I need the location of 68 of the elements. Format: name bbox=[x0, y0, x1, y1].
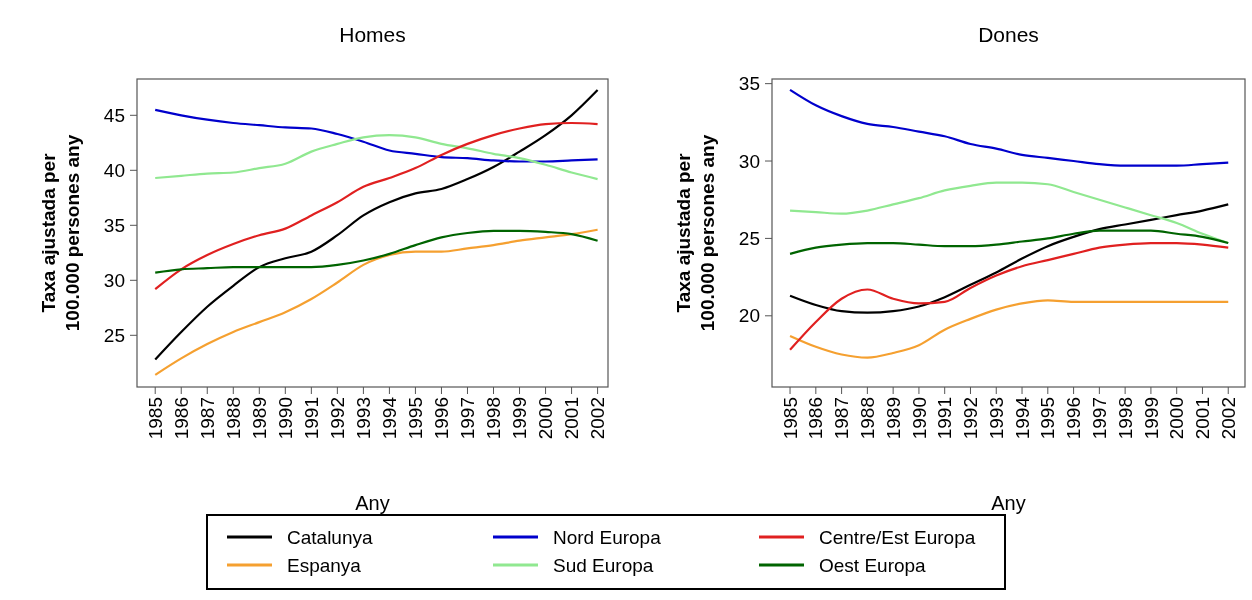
x-tick-label: 2002 bbox=[587, 397, 609, 440]
y-axis-title: Taxa ajustada per 100.000 persones any bbox=[38, 134, 83, 332]
x-tick-label: 1987 bbox=[196, 397, 218, 440]
x-tick-label: 1992 bbox=[960, 397, 982, 440]
x-tick-label: 2000 bbox=[1166, 397, 1188, 440]
legend-label: Centre/Est Europa bbox=[819, 526, 976, 548]
x-tick-label: 1993 bbox=[353, 397, 375, 440]
chart-title: Dones bbox=[978, 23, 1039, 46]
line-series bbox=[154, 121, 599, 291]
y-tick-label: 35 bbox=[738, 73, 760, 95]
legend-label: Nord Europa bbox=[553, 526, 662, 548]
x-tick-label: 1998 bbox=[483, 397, 505, 440]
x-tick-label: 2002 bbox=[1217, 397, 1239, 440]
x-tick-label: 1999 bbox=[509, 397, 531, 440]
x-tick-label: 1994 bbox=[379, 396, 401, 440]
line-series bbox=[154, 134, 599, 181]
x-tick-label: 1996 bbox=[431, 397, 453, 440]
x-tick-label: 1992 bbox=[327, 397, 349, 440]
line-series bbox=[788, 203, 1230, 314]
legend-label: Catalunya bbox=[287, 526, 373, 548]
x-tick-label: 1989 bbox=[882, 397, 904, 440]
y-tick-label: 25 bbox=[738, 228, 760, 250]
y-tick-label: 20 bbox=[738, 305, 760, 327]
x-tick-label: 1985 bbox=[779, 397, 801, 440]
y-tick-label: 45 bbox=[103, 104, 125, 126]
x-tick-label: 1999 bbox=[1140, 397, 1162, 440]
line-series bbox=[154, 88, 599, 361]
x-tick-label: 1987 bbox=[831, 397, 853, 440]
chart-title: Homes bbox=[339, 23, 406, 46]
x-tick-label: 1990 bbox=[274, 397, 296, 440]
line-series bbox=[154, 229, 599, 274]
x-tick-label: 1988 bbox=[222, 397, 244, 440]
x-tick-label: 1990 bbox=[908, 397, 930, 440]
x-axis-title: Any bbox=[991, 492, 1026, 514]
x-tick-label: 1996 bbox=[1063, 397, 1085, 440]
x-axis-title: Any bbox=[355, 492, 390, 514]
x-tick-label: 1986 bbox=[805, 397, 827, 440]
y-axis-title: Taxa ajustada per 100.000 persones any bbox=[673, 134, 718, 332]
y-tick-label: 35 bbox=[103, 214, 125, 236]
y-tick-label: 30 bbox=[103, 269, 125, 291]
x-tick-label: 1998 bbox=[1114, 397, 1136, 440]
x-tick-label: 1989 bbox=[248, 397, 270, 440]
x-tick-label: 1991 bbox=[934, 397, 956, 440]
line-series bbox=[788, 299, 1230, 359]
y-tick-label: 40 bbox=[103, 159, 125, 181]
x-tick-label: 1993 bbox=[985, 397, 1007, 440]
x-tick-label: 2001 bbox=[561, 397, 583, 440]
x-tick-label: 1995 bbox=[1037, 397, 1059, 440]
y-tick-label: 30 bbox=[738, 150, 760, 172]
x-tick-label: 2001 bbox=[1192, 397, 1214, 440]
legend-label: Espanya bbox=[287, 554, 362, 576]
line-series bbox=[788, 229, 1230, 255]
x-tick-label: 1985 bbox=[144, 397, 166, 440]
x-tick-label: 1997 bbox=[457, 397, 479, 440]
legend-label: Oest Europa bbox=[819, 554, 927, 576]
x-tick-label: 1988 bbox=[857, 397, 879, 440]
x-tick-label: 2000 bbox=[535, 397, 557, 440]
line-series bbox=[788, 241, 1230, 351]
line-series bbox=[788, 88, 1230, 167]
x-tick-label: 1994 bbox=[1011, 396, 1033, 440]
x-tick-label: 1995 bbox=[405, 397, 427, 440]
line-series bbox=[154, 228, 599, 376]
x-tick-label: 1986 bbox=[170, 397, 192, 440]
legend-label: Sud Europa bbox=[553, 554, 654, 576]
x-tick-label: 1991 bbox=[301, 397, 322, 440]
y-tick-label: 25 bbox=[103, 324, 125, 346]
x-tick-label: 1997 bbox=[1089, 397, 1111, 440]
line-series bbox=[154, 108, 599, 163]
